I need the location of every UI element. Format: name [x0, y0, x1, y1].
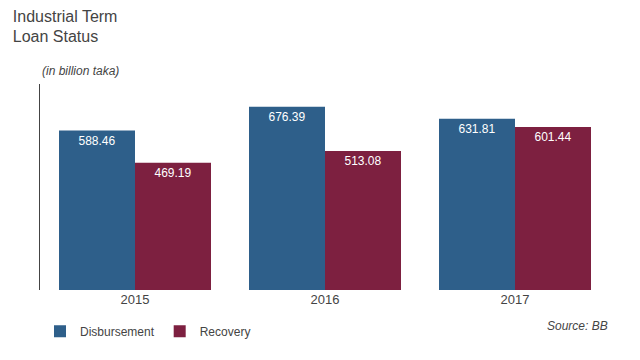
svg-text:513.08: 513.08	[344, 154, 381, 168]
svg-text:588.46: 588.46	[78, 134, 115, 148]
svg-text:Recovery: Recovery	[200, 325, 251, 339]
svg-text:469.19: 469.19	[154, 166, 191, 180]
svg-text:Disbursement: Disbursement	[80, 325, 155, 339]
svg-text:601.44: 601.44	[534, 130, 571, 144]
svg-text:Source: BB: Source: BB	[547, 319, 608, 333]
svg-text:(in billion taka): (in billion taka)	[42, 64, 119, 78]
svg-text:676.39: 676.39	[268, 110, 305, 124]
svg-text:2015: 2015	[121, 292, 150, 307]
svg-text:2016: 2016	[311, 292, 340, 307]
svg-text:2017: 2017	[501, 292, 530, 307]
svg-text:631.81: 631.81	[458, 122, 495, 136]
svg-text:Industrial TermLoan Status: Industrial TermLoan Status	[13, 8, 118, 46]
